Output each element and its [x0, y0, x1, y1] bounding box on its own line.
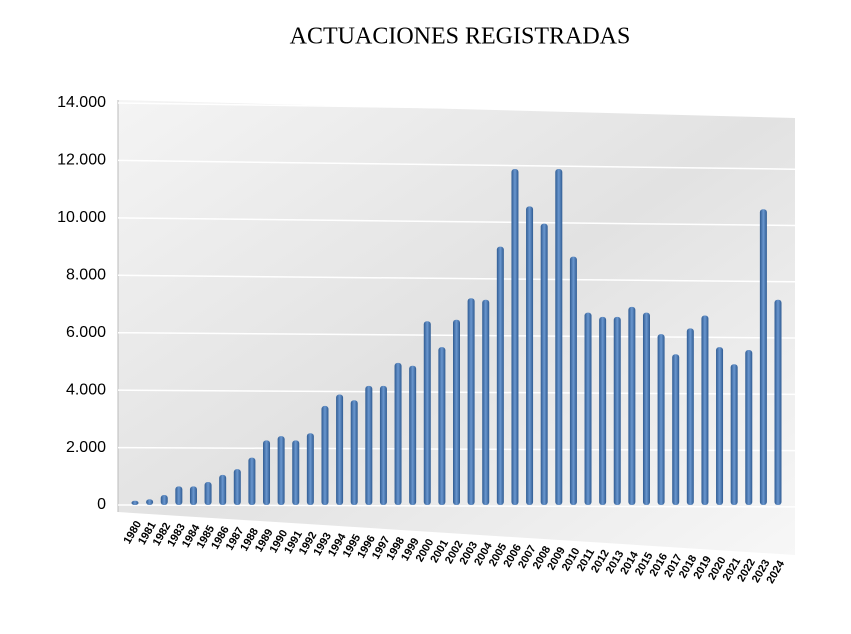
bar: [613, 316, 621, 505]
bar: [686, 328, 694, 505]
bar: [365, 385, 373, 505]
y-tick-label: 14.000: [57, 94, 106, 111]
bar: [204, 482, 212, 505]
bar: [628, 306, 636, 505]
y-tick-label: 0: [97, 496, 106, 513]
bar: [759, 209, 767, 505]
bar: [233, 469, 241, 505]
grid-line: [117, 159, 796, 170]
bar: [336, 394, 344, 505]
grid-line: [117, 274, 796, 283]
bar: [672, 354, 680, 505]
bar: [146, 499, 154, 505]
bar: [730, 364, 738, 505]
bar: [657, 334, 665, 505]
bar: [642, 312, 650, 505]
bar: [496, 246, 504, 506]
y-tick-label: 12.000: [57, 152, 106, 169]
bar: [482, 299, 490, 505]
bar: [555, 169, 563, 506]
bar: [511, 169, 519, 506]
y-tick-label: 6.000: [66, 324, 106, 341]
bar: [292, 440, 300, 505]
grid-line: [117, 217, 796, 227]
bar: [569, 256, 577, 505]
bar: [701, 315, 709, 505]
bar: [277, 436, 285, 505]
y-tick-label: 4.000: [66, 381, 106, 398]
bar: [219, 474, 227, 505]
bar: [540, 223, 548, 505]
bar: [423, 321, 431, 505]
bar: [467, 298, 475, 505]
y-tick-label: 10.000: [57, 209, 106, 226]
bar: [248, 457, 256, 505]
bar: [131, 500, 139, 505]
bar: [453, 319, 460, 505]
bar: [350, 400, 358, 505]
bar: [774, 299, 782, 505]
bar: [394, 362, 402, 505]
y-tick-label: 2.000: [66, 439, 106, 456]
grid-line: [117, 504, 796, 508]
bar: [160, 494, 168, 505]
bar: [321, 405, 329, 505]
bar: [584, 312, 592, 505]
bar: [526, 206, 534, 505]
bar: [745, 349, 753, 505]
y-tick-label: 8.000: [66, 267, 106, 284]
bar: [438, 347, 446, 505]
bar: [379, 385, 387, 505]
grid-line: [117, 102, 796, 114]
bar: [599, 316, 607, 505]
bar: [306, 433, 314, 505]
bar: [175, 486, 183, 505]
chart-title: ACTUACIONES REGISTRADAS: [290, 24, 631, 50]
bar: [409, 365, 417, 505]
bar: [716, 347, 724, 505]
bar: [263, 440, 271, 505]
bar: [189, 486, 197, 505]
